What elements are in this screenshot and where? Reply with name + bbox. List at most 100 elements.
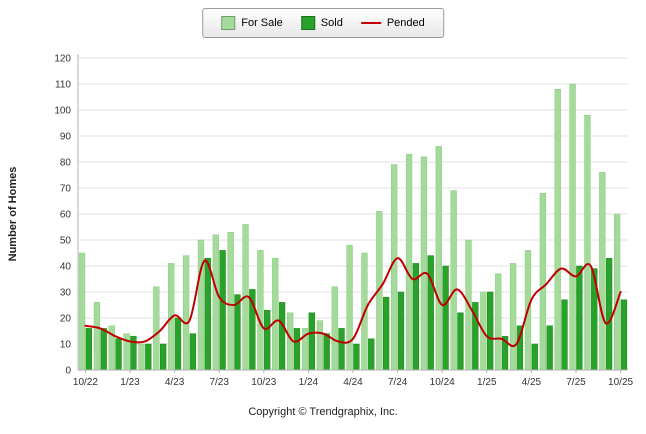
axis-layer [77,54,628,373]
for-sale-swatch [221,16,236,30]
for-sale-bar [554,88,561,371]
x-tick-label: 1/24 [299,377,319,388]
sold-bar [293,328,301,371]
for-sale-bar [227,231,234,371]
sold-bar [620,299,628,371]
pended-line-swatch [360,22,381,24]
for-sale-bar [569,83,576,371]
for-sale-bar [539,192,546,371]
for-sale-bar [153,286,160,371]
y-tick-label: 120 [54,54,71,65]
sold-bar [100,328,107,371]
sold-bar [278,302,286,371]
x-tick-label: 10/22 [73,377,98,388]
for-sale-bar [93,302,101,371]
for-sale-bar [584,114,591,371]
sold-bar [115,338,122,371]
y-tick-label: 0 [65,366,71,377]
for-sale-bar [182,255,190,371]
x-tick-label: 4/25 [522,377,542,388]
sold-bar [368,338,375,371]
for-sale-bar [316,320,324,371]
for-sale-bar [405,153,413,371]
sold-bar [397,291,405,371]
pended-line-layer [84,257,622,348]
sold-swatch [300,16,315,30]
sold-bar [85,328,92,371]
for-sale-bar [197,239,205,371]
x-tick-label: 1/25 [477,377,497,388]
for-sale-bar [331,286,338,371]
sold-bar [561,299,568,371]
for-sale-bar [435,146,442,371]
x-tick-label: 10/23 [251,377,276,388]
x-tick-label: 7/25 [566,377,586,388]
y-tick-label: 100 [54,106,71,117]
sold-bar [442,265,449,371]
y-tick-label: 70 [60,184,72,195]
sold-bar [174,317,182,371]
sold-bar [264,309,271,371]
sold-bar [605,257,613,371]
axis-labels-layer: 0 10 20 30 40 50 60 70 80 90 100 110 120 10/22 1/23 4/2… [54,54,633,389]
for-sale-bar [450,190,457,371]
sold-bar [546,325,553,371]
pended-line [84,257,622,348]
for-sale-bar [257,250,264,371]
for-sale-bar [272,257,279,371]
sold-bar [457,312,464,371]
y-tick-label: 20 [60,314,72,325]
x-tick-label: 10/25 [608,377,633,388]
sold-bar [160,343,167,371]
legend-label-pended: Pended [386,17,425,29]
sold-bar [189,333,197,371]
copyright-text: Copyright © Trendgraphix, Inc. [248,406,398,418]
y-tick-label: 80 [60,158,72,169]
for-sale-bar [420,156,428,371]
sold-bar [323,333,330,371]
sold-bar [234,294,241,371]
for-sale-bar [509,263,517,371]
legend-label-sold: Sold [320,17,343,29]
sold-bar [338,328,345,371]
x-tick-label: 4/23 [165,377,185,388]
sold-bar [427,255,434,371]
legend-label-for-sale: For Sale [241,17,283,29]
for-sale-bar [346,244,353,371]
x-tick-label: 10/24 [430,377,455,388]
sold-bar [353,343,360,371]
sold-bar [382,296,390,371]
x-tick-label: 1/23 [120,377,140,388]
chart-canvas: 0 10 20 30 40 50 60 70 80 90 100 110 120 10/22 1/23 4/2… [7,54,634,389]
bars-layer [78,83,628,371]
sold-bar [145,343,152,371]
legend-item-pended: Pended [360,17,425,29]
y-tick-label: 10 [60,340,72,351]
y-tick-label: 50 [60,236,72,247]
sold-bar [487,291,494,371]
y-axis-title: Number of Homes [7,167,19,262]
legend-item-sold: Sold [300,16,343,30]
for-sale-bar [614,213,621,371]
sold-bar [219,250,226,371]
x-tick-label: 4/24 [343,377,363,388]
y-tick-label: 30 [60,288,72,299]
y-tick-label: 60 [60,210,72,221]
y-tick-label: 90 [60,132,72,143]
y-tick-label: 40 [60,262,72,273]
x-tick-label: 7/23 [209,377,229,388]
x-tick-label: 7/24 [388,377,408,388]
for-sale-bar [599,172,606,371]
for-sale-bar [78,252,86,371]
legend: For Sale Sold Pended [202,8,444,38]
for-sale-bar [212,234,219,371]
y-tick-label: 110 [55,80,71,91]
sold-bar [531,343,538,371]
sold-bar [308,312,315,371]
for-sale-bar [495,273,502,371]
for-sale-bar [138,343,145,371]
sold-bar [576,265,583,371]
legend-item-for-sale: For Sale [221,16,283,30]
sold-bar [204,257,211,371]
